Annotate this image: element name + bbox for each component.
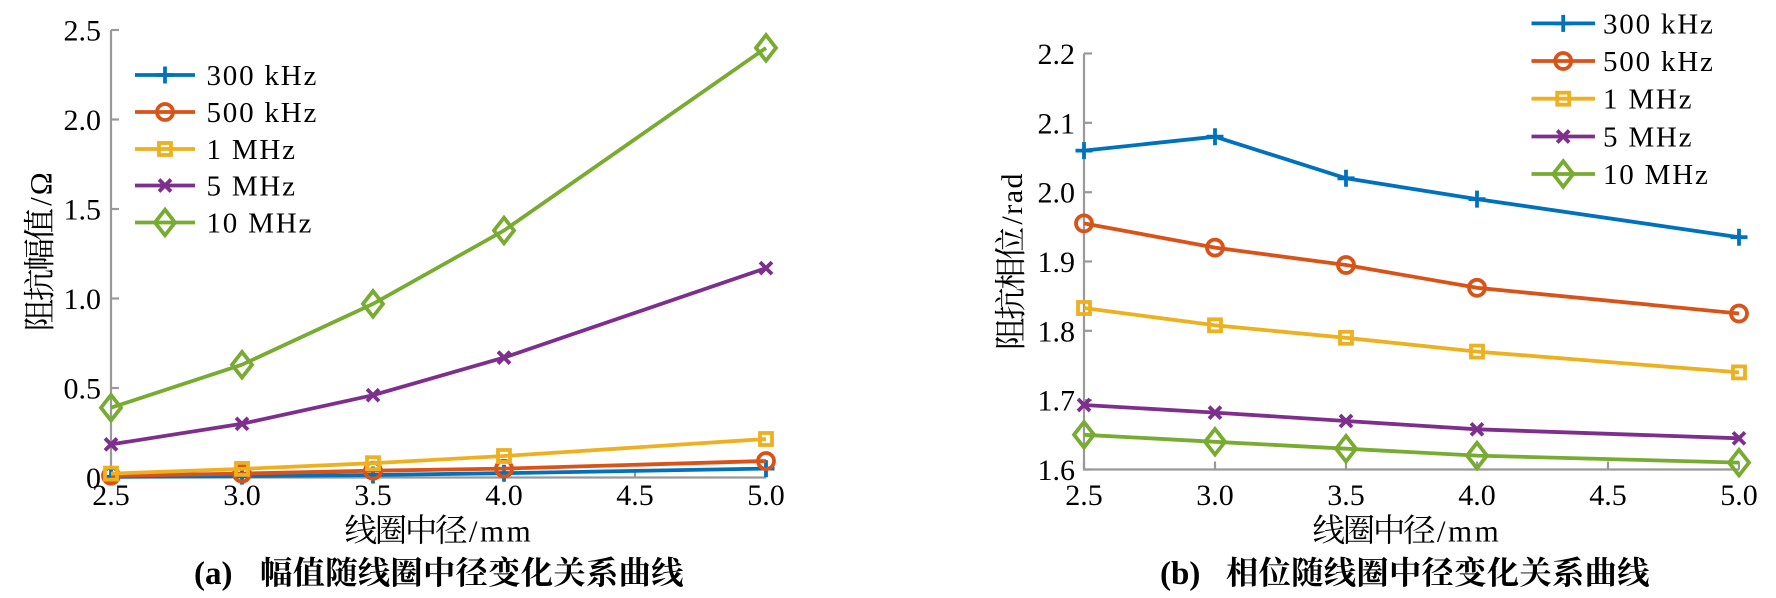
svg-text:1.6: 1.6 — [1038, 454, 1076, 487]
svg-text:500 kHz: 500 kHz — [1603, 46, 1715, 78]
svg-text:500 kHz: 500 kHz — [207, 97, 319, 129]
svg-text:5.0: 5.0 — [747, 479, 785, 512]
svg-text:1 MHz: 1 MHz — [207, 134, 297, 166]
svg-text:0.5: 0.5 — [64, 373, 102, 406]
svg-text:3.5: 3.5 — [354, 479, 392, 512]
svg-text:(a): (a) — [194, 556, 232, 592]
svg-text:1.5: 1.5 — [64, 194, 102, 227]
svg-text:2.0: 2.0 — [64, 104, 102, 137]
svg-text:4.5: 4.5 — [1589, 479, 1627, 512]
svg-text:/rad: /rad — [996, 172, 1029, 225]
svg-text:4.0: 4.0 — [1458, 479, 1496, 512]
svg-text:300 kHz: 300 kHz — [1603, 8, 1715, 40]
svg-text:3.0: 3.0 — [1196, 479, 1234, 512]
svg-text:(b): (b) — [1160, 556, 1200, 592]
svg-text:2.5: 2.5 — [64, 15, 102, 48]
svg-text:2.2: 2.2 — [1038, 38, 1076, 71]
svg-text:10 MHz: 10 MHz — [1603, 159, 1710, 191]
svg-text:300 kHz: 300 kHz — [207, 60, 319, 92]
svg-text:1.9: 1.9 — [1038, 246, 1076, 279]
svg-text:/mm: /mm — [469, 514, 533, 549]
svg-text:5 MHz: 5 MHz — [207, 171, 297, 203]
svg-text:2.1: 2.1 — [1038, 107, 1076, 140]
svg-text:2.5: 2.5 — [1065, 479, 1103, 512]
svg-text:2.0: 2.0 — [1038, 177, 1076, 210]
svg-text:5 MHz: 5 MHz — [1603, 122, 1693, 154]
svg-text:/mm: /mm — [1437, 514, 1501, 549]
svg-text:4.0: 4.0 — [485, 479, 523, 512]
svg-text:3.5: 3.5 — [1327, 479, 1365, 512]
svg-text:4.5: 4.5 — [616, 479, 654, 512]
svg-text:10 MHz: 10 MHz — [207, 208, 314, 240]
svg-text:1 MHz: 1 MHz — [1603, 84, 1693, 116]
svg-text:0: 0 — [86, 462, 101, 495]
svg-text:1.7: 1.7 — [1038, 385, 1076, 418]
svg-text:5.0: 5.0 — [1720, 479, 1758, 512]
svg-text:1.8: 1.8 — [1038, 315, 1076, 348]
svg-text:1.0: 1.0 — [64, 283, 102, 316]
svg-text:/Ω: /Ω — [23, 170, 58, 206]
